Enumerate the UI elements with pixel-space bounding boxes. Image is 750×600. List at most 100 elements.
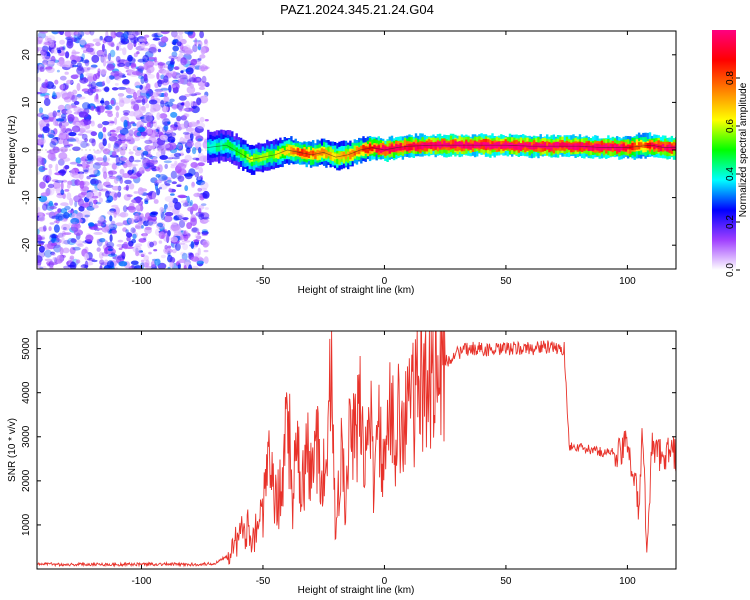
ridge-cell bbox=[222, 143, 225, 151]
noise-speck bbox=[199, 54, 206, 59]
noise-speck bbox=[86, 175, 91, 180]
noise-speck bbox=[83, 44, 91, 49]
noise-speck bbox=[161, 69, 170, 78]
noise-speck bbox=[99, 259, 105, 266]
noise-speck bbox=[93, 150, 102, 154]
ridge-cell bbox=[338, 154, 341, 160]
noise-speck bbox=[131, 263, 141, 269]
noise-speck bbox=[200, 46, 206, 55]
noise-speck bbox=[178, 145, 183, 151]
noise-speck bbox=[150, 46, 159, 52]
noise-speck bbox=[39, 181, 46, 189]
noise-speck bbox=[70, 223, 79, 232]
noise-speck bbox=[160, 212, 166, 221]
noise-speck bbox=[91, 195, 99, 199]
noise-speck bbox=[120, 35, 126, 44]
noise-speck bbox=[57, 53, 67, 57]
noise-speck bbox=[38, 195, 48, 203]
noise-speck bbox=[50, 251, 55, 255]
ridge-cell bbox=[233, 144, 236, 152]
noise-speck bbox=[150, 211, 159, 215]
snr-xtick-label: 50 bbox=[500, 576, 512, 587]
noise-speck bbox=[157, 48, 162, 53]
noise-speck bbox=[114, 117, 118, 125]
noise-speck bbox=[109, 121, 116, 124]
noise-speck bbox=[133, 103, 140, 112]
noise-speck bbox=[135, 204, 144, 212]
noise-speck bbox=[98, 216, 105, 222]
noise-speck bbox=[97, 123, 103, 129]
noise-speck bbox=[39, 85, 48, 94]
ridge-cell bbox=[452, 143, 455, 148]
noise-speck bbox=[163, 124, 169, 131]
noise-speck bbox=[69, 161, 79, 165]
noise-speck bbox=[58, 46, 65, 50]
noise-speck bbox=[66, 40, 74, 49]
noise-speck bbox=[111, 151, 117, 157]
noise-speck bbox=[133, 137, 141, 142]
noise-speck bbox=[190, 132, 194, 141]
ridge-cell bbox=[491, 144, 494, 149]
noise-speck bbox=[178, 219, 186, 228]
noise-speck bbox=[98, 251, 104, 259]
ridge-cell bbox=[454, 140, 457, 148]
noise-speck bbox=[140, 253, 145, 257]
noise-speck bbox=[149, 43, 157, 50]
noise-speck bbox=[187, 31, 193, 36]
noise-speck bbox=[159, 183, 168, 190]
ridge-cell bbox=[653, 143, 656, 150]
noise-speck bbox=[138, 250, 143, 254]
noise-speck bbox=[68, 132, 77, 137]
ridge-cell bbox=[283, 150, 286, 156]
ridge-cell bbox=[609, 143, 612, 151]
noise-speck bbox=[57, 110, 61, 113]
noise-speck bbox=[90, 131, 98, 137]
noise-speck bbox=[191, 265, 199, 269]
noise-speck bbox=[39, 266, 44, 269]
noise-speck bbox=[197, 138, 202, 141]
noise-speck bbox=[108, 136, 118, 142]
ridge-cell bbox=[624, 145, 628, 152]
noise-speck bbox=[132, 233, 137, 239]
noise-speck bbox=[59, 247, 64, 256]
noise-speck bbox=[115, 56, 121, 63]
noise-speck bbox=[70, 238, 77, 243]
noise-speck bbox=[142, 86, 148, 93]
spectrogram-ylabel: Frequency (Hz) bbox=[7, 116, 18, 185]
ridge-cell bbox=[207, 142, 210, 151]
noise-speck bbox=[133, 191, 139, 194]
noise-speck bbox=[61, 236, 65, 245]
noise-speck bbox=[197, 80, 207, 87]
noise-speck bbox=[171, 103, 178, 110]
ridge-cell bbox=[342, 151, 346, 164]
noise-speck bbox=[163, 234, 171, 242]
noise-speck bbox=[117, 62, 126, 67]
noise-speck bbox=[180, 108, 190, 111]
noise-speck bbox=[168, 55, 178, 60]
noise-speck bbox=[171, 51, 178, 58]
noise-speck bbox=[143, 73, 148, 82]
noise-speck bbox=[171, 222, 178, 225]
noise-speck bbox=[188, 74, 192, 83]
noise-speck bbox=[105, 176, 110, 183]
noise-speck bbox=[197, 40, 203, 48]
ridge-cell bbox=[379, 147, 383, 154]
noise-speck bbox=[102, 121, 110, 126]
noise-speck bbox=[96, 105, 100, 112]
ridge-cell bbox=[246, 154, 249, 160]
noise-speck bbox=[64, 205, 71, 211]
ridge-cell bbox=[576, 143, 579, 150]
noise-speck bbox=[77, 243, 84, 247]
noise-speck bbox=[169, 98, 175, 103]
noise-speck bbox=[130, 260, 139, 265]
ridge-cell bbox=[333, 153, 337, 160]
noise-speck bbox=[85, 47, 94, 53]
ridge-cell bbox=[611, 144, 614, 149]
noise-speck bbox=[45, 212, 55, 216]
noise-speck bbox=[159, 206, 165, 213]
noise-speck bbox=[37, 91, 43, 95]
noise-speck bbox=[131, 238, 137, 244]
noise-speck bbox=[62, 45, 66, 51]
noise-speck bbox=[96, 247, 101, 252]
noise-speck bbox=[177, 78, 185, 84]
